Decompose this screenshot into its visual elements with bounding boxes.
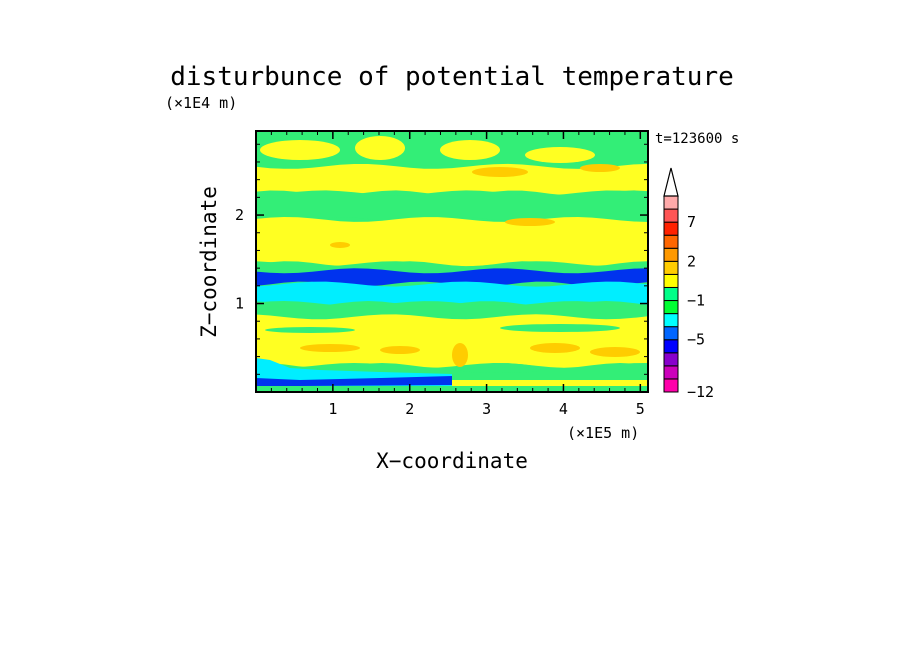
contour-blob (452, 380, 648, 386)
contour-blob (380, 346, 420, 354)
contour-band (256, 314, 648, 368)
contour-blob (265, 327, 355, 333)
contour-blob (500, 324, 620, 332)
contour-blob (300, 344, 360, 352)
contour-blob (256, 386, 648, 392)
contour-blob (505, 218, 555, 226)
contour-blob (525, 147, 595, 163)
y-axis-label: Z−coordinate (197, 186, 221, 338)
colorbar-swatch (663, 273, 679, 288)
contour-blob (460, 367, 540, 373)
colorbar-label: 7 (687, 213, 696, 231)
colorbar-swatch (663, 286, 679, 302)
colorbar-swatch (663, 378, 679, 393)
colorbar-swatch (663, 234, 679, 249)
colorbar-swatch (663, 300, 679, 315)
colorbar-swatch (663, 352, 679, 367)
y-tick-label: 2 (235, 206, 244, 224)
colorbar-swatch (663, 247, 679, 262)
colorbar-swatch (663, 313, 679, 328)
y-tick-label: 1 (235, 295, 244, 313)
colorbar-label: −5 (687, 331, 705, 349)
contour-blob (440, 140, 500, 160)
contour-blob (330, 242, 350, 248)
contour-blob (256, 131, 648, 151)
colorbar-label: −1 (687, 292, 705, 310)
colorbar-swatch (663, 339, 679, 354)
x-tick-label: 4 (559, 400, 568, 418)
contour-band (256, 301, 648, 320)
colorbar-swatch (663, 326, 679, 341)
x-tick-label: 2 (405, 400, 414, 418)
chart-title: disturbunce of potential temperature (170, 62, 734, 92)
plot-area (255, 130, 649, 393)
contour-band (256, 268, 648, 287)
x-axis-ticks: 1 2 3 4 5 (328, 131, 645, 418)
x-tick-label: 1 (328, 400, 337, 418)
contour-blob (355, 136, 405, 160)
colorbar: 7 2 −1 −5 −12 (663, 167, 714, 401)
colorbar-swatch (663, 208, 679, 223)
contour-blob (530, 343, 580, 353)
colorbar-swatch (663, 260, 679, 275)
contour-blob (472, 167, 528, 177)
colorbar-label: −12 (687, 383, 714, 401)
contour-blob (260, 140, 340, 160)
contour-band (256, 281, 648, 306)
colorbar-extend-arrow (663, 167, 679, 197)
colorbar-swatch (663, 195, 679, 210)
colorbar-label: 2 (687, 252, 696, 270)
y-axis-ticks: 12 (235, 206, 648, 313)
contour-band (256, 261, 648, 274)
colorbar-swatch (663, 221, 679, 236)
contour-blob (256, 376, 452, 386)
contour-band (256, 190, 648, 222)
contour-blob (590, 347, 640, 357)
contour-band (256, 217, 648, 267)
contour-blob (452, 343, 468, 367)
contour-blob (580, 164, 620, 172)
y-unit-label: (×1E4 m) (165, 94, 237, 112)
contour-band (256, 163, 648, 196)
contour-details (256, 131, 648, 392)
plot-frame (255, 130, 649, 393)
x-axis-label: X−coordinate (376, 449, 528, 473)
x-tick-label: 3 (482, 400, 491, 418)
colorbar-swatch (663, 365, 679, 380)
x-tick-label: 5 (636, 400, 645, 418)
x-unit-label: (×1E5 m) (567, 424, 639, 442)
time-label: t=123600 s (655, 131, 739, 147)
